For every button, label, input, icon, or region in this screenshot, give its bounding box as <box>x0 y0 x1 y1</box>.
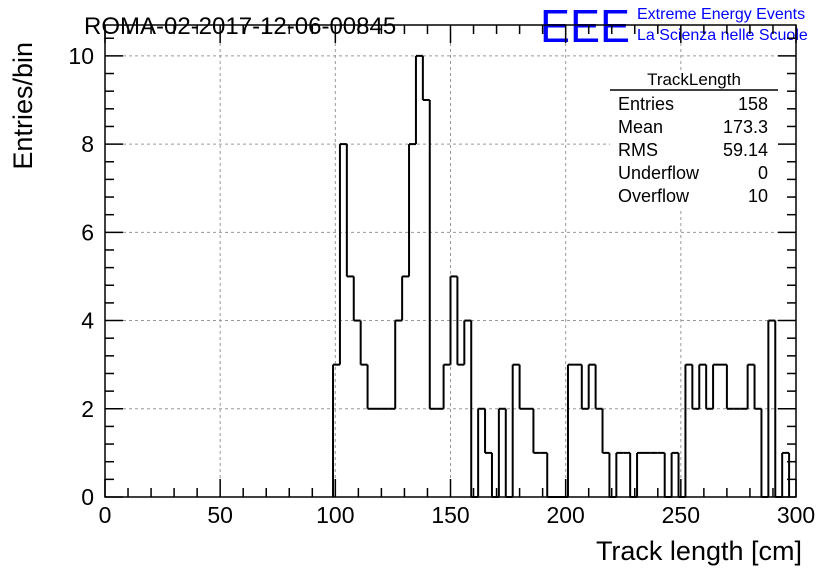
x-axis-label: Track length [cm] <box>596 536 802 566</box>
stats-row-value: 158 <box>738 94 768 114</box>
chart-title: ROMA-02-2017-12-06-00845 <box>84 13 396 40</box>
x-tick-label: 50 <box>207 502 233 528</box>
x-tick-label: 250 <box>662 502 700 528</box>
x-tick-label: 300 <box>777 502 815 528</box>
stats-row-label: Entries <box>618 94 674 114</box>
stats-row-label: Underflow <box>618 163 700 183</box>
x-tick-label: 150 <box>431 502 469 528</box>
eee-logo: EEE Extreme Energy Events La Scienza nel… <box>540 0 808 52</box>
y-tick-label: 6 <box>81 219 94 245</box>
stats-row-value: 10 <box>748 186 768 206</box>
stats-row-label: Mean <box>618 117 663 137</box>
x-tick-label: 100 <box>316 502 354 528</box>
stats-row-value: 0 <box>758 163 768 183</box>
stats-row-value: 59.14 <box>723 140 768 160</box>
x-tick-label: 0 <box>99 502 112 528</box>
stats-row-label: Overflow <box>618 186 690 206</box>
eee-logo-mark: EEE <box>540 0 630 52</box>
y-tick-label: 4 <box>81 308 94 334</box>
y-tick-label: 2 <box>81 396 94 422</box>
y-tick-label: 8 <box>81 131 94 157</box>
stats-row-value: 173.3 <box>723 117 768 137</box>
stats-box-title: TrackLength <box>647 70 741 89</box>
y-tick-label: 0 <box>81 484 94 510</box>
eee-logo-line1: Extreme Energy Events <box>637 6 805 23</box>
stats-box: TrackLength Entries 158 Mean 173.3 RMS 59.14 U… <box>610 70 778 210</box>
grid-lines <box>105 25 796 497</box>
stats-row-label: RMS <box>618 140 658 160</box>
histogram-series <box>332 54 791 498</box>
stats-box-background <box>610 70 778 210</box>
y-axis-label: Entries/bin <box>8 42 38 170</box>
x-tick-label: 200 <box>546 502 584 528</box>
y-tick-label: 10 <box>68 43 94 69</box>
eee-logo-line2: La Scienza nelle Scuole <box>637 27 808 44</box>
